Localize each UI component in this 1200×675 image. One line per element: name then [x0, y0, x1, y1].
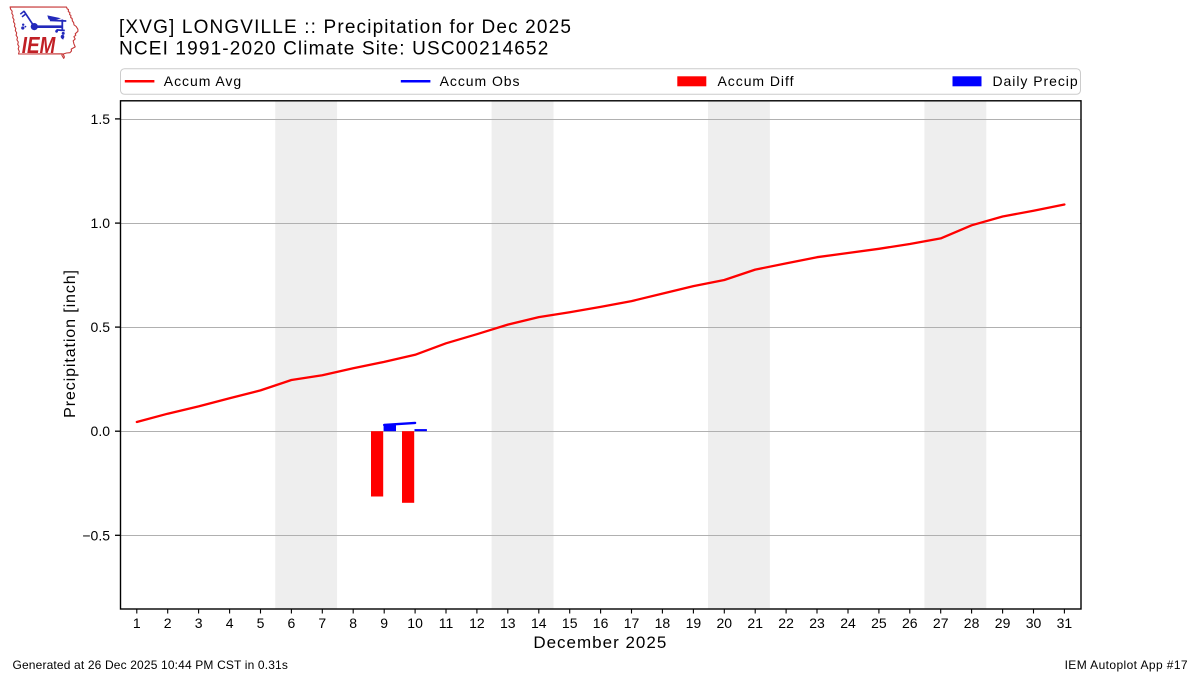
svg-text:0.0: 0.0 — [91, 423, 111, 439]
svg-text:25: 25 — [871, 615, 887, 631]
svg-text:12: 12 — [469, 615, 485, 631]
svg-text:Generated at 26 Dec 2025 10:44: Generated at 26 Dec 2025 10:44 PM CST in… — [13, 658, 289, 672]
svg-text:14: 14 — [531, 615, 547, 631]
svg-text:3: 3 — [195, 615, 203, 631]
svg-text:4: 4 — [226, 615, 234, 631]
svg-text:13: 13 — [500, 615, 516, 631]
svg-text:10: 10 — [407, 615, 423, 631]
svg-text:28: 28 — [964, 615, 980, 631]
svg-text:9: 9 — [380, 615, 388, 631]
svg-text:NCEI 1991-2020 Climate Site: U: NCEI 1991-2020 Climate Site: USC00214652 — [119, 39, 549, 60]
svg-text:1.0: 1.0 — [91, 215, 111, 231]
svg-text:11: 11 — [439, 615, 454, 631]
svg-text:26: 26 — [902, 615, 918, 631]
svg-text:16: 16 — [593, 615, 609, 631]
svg-text:Daily Precip: Daily Precip — [993, 73, 1079, 89]
svg-text:−0.5: −0.5 — [82, 527, 110, 543]
svg-text:31: 31 — [1057, 615, 1073, 631]
svg-text:2: 2 — [164, 615, 172, 631]
svg-text:22: 22 — [778, 615, 794, 631]
svg-text:Accum Diff: Accum Diff — [718, 73, 795, 89]
svg-text:IEM: IEM — [22, 32, 56, 58]
svg-text:1: 1 — [133, 615, 141, 631]
svg-text:1.5: 1.5 — [91, 111, 111, 127]
svg-text:23: 23 — [809, 615, 825, 631]
svg-text:29: 29 — [995, 615, 1011, 631]
svg-text:19: 19 — [686, 615, 702, 631]
svg-text:[XVG] LONGVILLE :: Precipitati: [XVG] LONGVILLE :: Precipitation for Dec… — [119, 17, 572, 38]
svg-text:20: 20 — [717, 615, 733, 631]
svg-text:17: 17 — [624, 615, 640, 631]
svg-text:IEM Autoplot App #17: IEM Autoplot App #17 — [1065, 658, 1188, 672]
svg-text:27: 27 — [933, 615, 949, 631]
svg-text:Precipitation [inch]: Precipitation [inch] — [62, 269, 79, 418]
svg-text:24: 24 — [840, 615, 856, 631]
svg-text:Accum Avg: Accum Avg — [164, 73, 242, 89]
svg-text:6: 6 — [288, 615, 296, 631]
svg-text:December 2025: December 2025 — [533, 633, 667, 652]
svg-text:21: 21 — [747, 615, 763, 631]
svg-text:5: 5 — [257, 615, 265, 631]
svg-text:Accum Obs: Accum Obs — [440, 73, 521, 89]
svg-text:0.5: 0.5 — [91, 319, 111, 335]
svg-text:18: 18 — [655, 615, 671, 631]
svg-text:7: 7 — [318, 615, 326, 631]
svg-text:8: 8 — [349, 615, 357, 631]
svg-text:30: 30 — [1026, 615, 1042, 631]
svg-text:15: 15 — [562, 615, 578, 631]
